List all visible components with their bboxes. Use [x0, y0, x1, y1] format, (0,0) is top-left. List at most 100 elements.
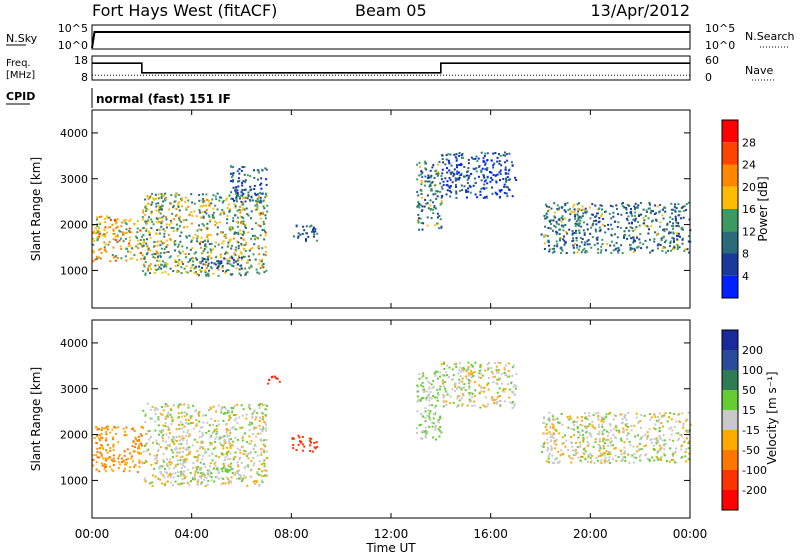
scatter-cell — [514, 176, 517, 179]
scatter-cell — [478, 372, 481, 375]
scatter-cell — [660, 459, 663, 461]
scatter-cell — [199, 262, 202, 265]
scatter-cell — [448, 162, 451, 165]
scatter-cell — [612, 433, 615, 436]
scatter-cell — [219, 262, 222, 265]
scatter-cell — [479, 391, 482, 394]
scatter-cell — [246, 213, 249, 216]
scatter-cell — [585, 431, 588, 434]
scatter-cell — [128, 469, 131, 472]
scatter-cell — [260, 201, 263, 204]
scatter-cell — [240, 251, 243, 254]
colorbar-tick-label: 28 — [742, 136, 756, 149]
scatter-cell — [444, 387, 446, 390]
scatter-cell — [586, 228, 589, 231]
scatter-cell — [232, 407, 235, 410]
scatter-cell — [434, 370, 437, 373]
scatter-cell — [624, 416, 626, 419]
scatter-cell — [265, 250, 267, 253]
scatter-cell — [681, 237, 684, 240]
scatter-cell — [158, 205, 161, 208]
scatter-cell — [250, 248, 252, 251]
scatter-cell — [172, 404, 175, 407]
scatter-cell — [166, 458, 168, 461]
scatter-cell — [490, 176, 493, 179]
scatter-cell — [620, 202, 623, 205]
scatter-cell — [200, 481, 203, 484]
scatter-cell — [639, 241, 642, 244]
scatter-cell — [668, 416, 670, 419]
scatter-cell — [165, 464, 168, 467]
scatter-cell — [245, 207, 248, 210]
scatter-cell — [503, 371, 506, 374]
station-title: Fort Hays West (fitACF) — [92, 1, 277, 20]
scatter-cell — [638, 224, 641, 227]
scatter-cell — [576, 451, 579, 454]
scatter-cell — [452, 401, 455, 404]
scatter-cell — [253, 169, 255, 172]
scatter-cell — [241, 436, 244, 439]
scatter-cell — [265, 183, 268, 186]
scatter-cell — [146, 251, 149, 254]
scatter-cell — [455, 192, 458, 195]
scatter-cell — [552, 431, 555, 434]
scatter-cell — [177, 471, 180, 474]
scatter-cell — [254, 222, 257, 225]
scatter-cell — [252, 464, 255, 467]
scatter-cell — [551, 417, 554, 420]
scatter-cell — [591, 454, 593, 457]
scatter-cell — [462, 394, 465, 397]
scatter-cell — [116, 226, 119, 228]
scatter-cell — [177, 254, 179, 257]
scatter-cell — [170, 461, 173, 464]
scatter-cell — [231, 472, 234, 474]
scatter-cell — [170, 449, 173, 451]
scatter-cell — [675, 420, 678, 423]
scatter-cell — [163, 251, 166, 254]
scatter-cell — [589, 217, 592, 220]
scatter-cell — [242, 203, 245, 206]
scatter-cell — [465, 375, 467, 378]
scatter-cell — [231, 427, 234, 430]
scatter-cell — [648, 459, 651, 462]
scatter-cell — [445, 371, 448, 374]
scatter-cell — [185, 235, 188, 238]
scatter-cell — [436, 212, 439, 215]
scatter-cell — [462, 370, 465, 373]
scatter-cell — [136, 220, 139, 223]
scatter-cell — [426, 431, 429, 434]
scatter-cell — [682, 422, 685, 425]
scatter-cell — [187, 435, 190, 438]
scatter-cell — [122, 240, 125, 243]
scatter-cell — [104, 248, 106, 251]
scatter-cell — [211, 198, 214, 201]
scatter-cell — [159, 212, 162, 215]
scatter-cell — [434, 404, 437, 407]
scatter-cell — [678, 419, 681, 422]
scatter-cell — [573, 203, 576, 206]
scatter-cell — [228, 442, 231, 445]
scatter-cell — [241, 445, 244, 448]
scatter-cell — [470, 376, 473, 379]
scatter-cell — [231, 174, 234, 177]
scatter-cell — [153, 409, 156, 412]
scatter-cell — [685, 209, 687, 212]
scatter-cell — [172, 227, 175, 229]
scatter-cell — [582, 438, 585, 441]
scatter-cell — [433, 372, 436, 375]
scatter-cell — [194, 410, 197, 413]
scatter-cell — [430, 207, 432, 210]
scatter-cell — [173, 443, 176, 446]
scatter-cell — [574, 213, 576, 216]
colorbar-swatch — [722, 186, 738, 209]
scatter-cell — [586, 243, 589, 246]
scatter-cell — [421, 376, 423, 379]
scatter-cell — [454, 390, 457, 393]
scatter-cell — [588, 414, 591, 417]
scatter-cell — [601, 430, 604, 433]
scatter-cell — [177, 452, 180, 455]
scatter-cell — [427, 207, 430, 210]
scatter-cell — [138, 452, 141, 455]
scatter-cell — [551, 454, 554, 457]
scatter-cell — [570, 441, 573, 444]
